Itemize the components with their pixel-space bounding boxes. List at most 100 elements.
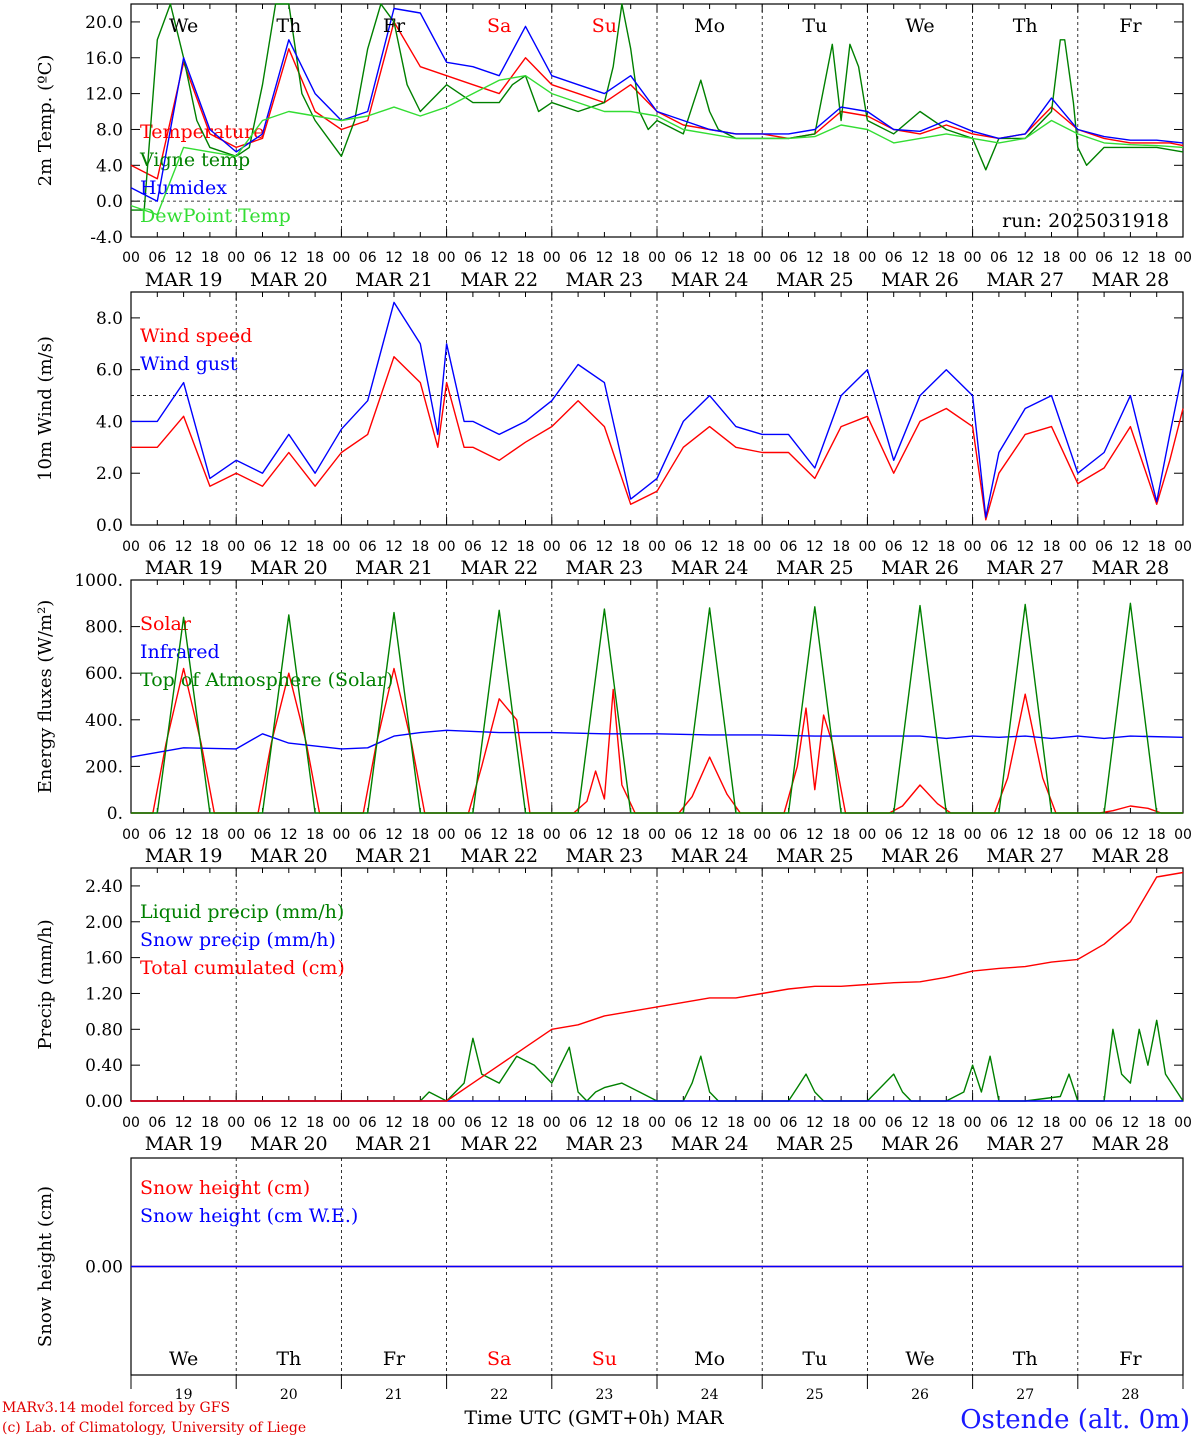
hour-tick-label: 18 bbox=[1148, 1115, 1166, 1131]
hour-tick-label: 00 bbox=[858, 539, 876, 555]
date-label: MAR 23 bbox=[566, 557, 644, 579]
series-line bbox=[130, 729, 1184, 758]
date-label: MAR 28 bbox=[1092, 845, 1170, 867]
hour-tick-label: 00 bbox=[332, 539, 350, 555]
hour-tick-label: 06 bbox=[569, 250, 587, 266]
date-label: MAR 28 bbox=[1092, 269, 1170, 291]
hour-tick-label: 12 bbox=[595, 250, 613, 266]
hour-tick-label: 00 bbox=[227, 539, 245, 555]
hour-tick-label: 00 bbox=[753, 539, 771, 555]
hour-tick-label: 18 bbox=[937, 827, 955, 843]
hour-tick-label: 06 bbox=[990, 539, 1008, 555]
date-label: MAR 22 bbox=[460, 1133, 538, 1155]
hour-tick-label: 00 bbox=[543, 250, 561, 266]
date-label: MAR 20 bbox=[250, 845, 328, 867]
hour-tick-label: 00 bbox=[648, 250, 666, 266]
hour-tick-label: 06 bbox=[569, 827, 587, 843]
date-label: MAR 19 bbox=[145, 557, 223, 579]
day-number-label: 28 bbox=[1121, 1387, 1139, 1403]
hour-tick-label: 18 bbox=[411, 539, 429, 555]
hour-tick-label: 12 bbox=[385, 827, 403, 843]
y-tick-label: 0.00 bbox=[85, 1092, 123, 1112]
hour-tick-label: 12 bbox=[385, 250, 403, 266]
hour-tick-label: 12 bbox=[385, 539, 403, 555]
day-abbr-label: Fr bbox=[383, 15, 406, 37]
date-label: MAR 25 bbox=[776, 1133, 854, 1155]
day-abbr-label: Tu bbox=[802, 1348, 827, 1370]
hour-tick-label: 06 bbox=[464, 250, 482, 266]
date-label: MAR 27 bbox=[986, 845, 1064, 867]
hour-tick-label: 06 bbox=[780, 539, 798, 555]
day-number-label: 22 bbox=[490, 1387, 508, 1403]
hour-tick-label: 06 bbox=[148, 827, 166, 843]
legend-entry: Wind speed bbox=[140, 325, 252, 347]
hour-tick-label: 06 bbox=[780, 250, 798, 266]
hour-tick-label: 12 bbox=[911, 827, 929, 843]
hour-tick-label: 18 bbox=[517, 250, 535, 266]
hour-tick-label: 12 bbox=[701, 827, 719, 843]
hour-tick-label: 18 bbox=[1043, 539, 1061, 555]
hour-tick-label: 00 bbox=[964, 539, 982, 555]
hour-tick-label: 06 bbox=[254, 250, 272, 266]
date-label: MAR 25 bbox=[776, 845, 854, 867]
hour-tick-label: 00 bbox=[1174, 539, 1192, 555]
date-label: MAR 20 bbox=[250, 1133, 328, 1155]
day-number-label: 19 bbox=[175, 1387, 193, 1403]
hour-tick-label: 18 bbox=[517, 827, 535, 843]
day-abbr-label: We bbox=[169, 1348, 198, 1370]
day-abbr-label: Su bbox=[592, 15, 617, 37]
hour-tick-label: 18 bbox=[937, 1115, 955, 1131]
hour-tick-label: 00 bbox=[1174, 250, 1192, 266]
hour-tick-label: 12 bbox=[806, 539, 824, 555]
hour-tick-label: 00 bbox=[648, 1115, 666, 1131]
date-label: MAR 26 bbox=[881, 1133, 959, 1155]
hour-tick-label: 06 bbox=[1095, 539, 1113, 555]
hour-tick-label: 00 bbox=[227, 1115, 245, 1131]
hour-tick-label: 12 bbox=[1121, 827, 1139, 843]
date-label: MAR 26 bbox=[881, 557, 959, 579]
hour-tick-label: 00 bbox=[438, 1115, 456, 1131]
day-abbr-label: Su bbox=[592, 1348, 617, 1370]
y-tick-label: 4.0 bbox=[96, 156, 123, 176]
hour-tick-label: 18 bbox=[832, 827, 850, 843]
day-abbr-label: Th bbox=[1013, 15, 1038, 37]
hour-tick-label: 12 bbox=[701, 539, 719, 555]
date-label: MAR 20 bbox=[250, 557, 328, 579]
hour-tick-label: 00 bbox=[122, 827, 140, 843]
hour-tick-label: 00 bbox=[1069, 539, 1087, 555]
y-tick-label: 2.40 bbox=[85, 877, 123, 897]
hour-tick-label: 00 bbox=[858, 1115, 876, 1131]
y-tick-label: 0.00 bbox=[85, 1258, 123, 1278]
y-axis-label: Energy fluxes (W/m²) bbox=[35, 600, 56, 794]
hour-tick-label: 12 bbox=[701, 250, 719, 266]
hour-tick-label: 18 bbox=[306, 539, 324, 555]
hour-tick-label: 00 bbox=[227, 827, 245, 843]
hour-tick-label: 18 bbox=[727, 539, 745, 555]
hour-tick-label: 00 bbox=[753, 1115, 771, 1131]
date-label: MAR 19 bbox=[145, 269, 223, 291]
hour-tick-label: 00 bbox=[332, 250, 350, 266]
date-label: MAR 25 bbox=[776, 269, 854, 291]
series-line bbox=[131, 356, 1184, 521]
legend-entry: Solar bbox=[140, 613, 192, 635]
hour-tick-label: 00 bbox=[1069, 1115, 1087, 1131]
hour-tick-label: 00 bbox=[332, 827, 350, 843]
hour-tick-label: 06 bbox=[674, 250, 692, 266]
day-abbr-label: We bbox=[905, 15, 934, 37]
legend-entry: Snow precip (mm/h) bbox=[140, 929, 336, 951]
series-line bbox=[131, 301, 1184, 518]
hour-tick-label: 12 bbox=[490, 250, 508, 266]
hour-tick-label: 18 bbox=[832, 539, 850, 555]
hour-tick-label: 00 bbox=[648, 539, 666, 555]
y-tick-label: 400. bbox=[85, 711, 123, 731]
hour-tick-label: 12 bbox=[175, 539, 193, 555]
hour-tick-label: 12 bbox=[490, 1115, 508, 1131]
date-label: MAR 23 bbox=[566, 1133, 644, 1155]
hour-tick-label: 12 bbox=[1016, 539, 1034, 555]
day-number-label: 27 bbox=[1016, 1387, 1034, 1403]
hour-tick-label: 18 bbox=[306, 1115, 324, 1131]
location-label: Ostende (alt. 0m) bbox=[960, 1405, 1190, 1435]
y-tick-label: 200. bbox=[85, 757, 123, 777]
legend-entry: Infrared bbox=[140, 641, 220, 663]
credit-line-2: (c) Lab. of Climatology, University of L… bbox=[2, 1420, 306, 1436]
